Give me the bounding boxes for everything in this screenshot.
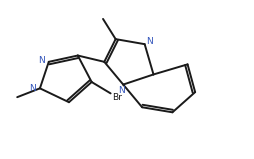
Text: N: N	[146, 37, 153, 46]
Text: N: N	[38, 56, 45, 65]
Text: Br: Br	[113, 93, 122, 102]
Text: N: N	[119, 86, 125, 95]
Text: N: N	[29, 84, 36, 93]
